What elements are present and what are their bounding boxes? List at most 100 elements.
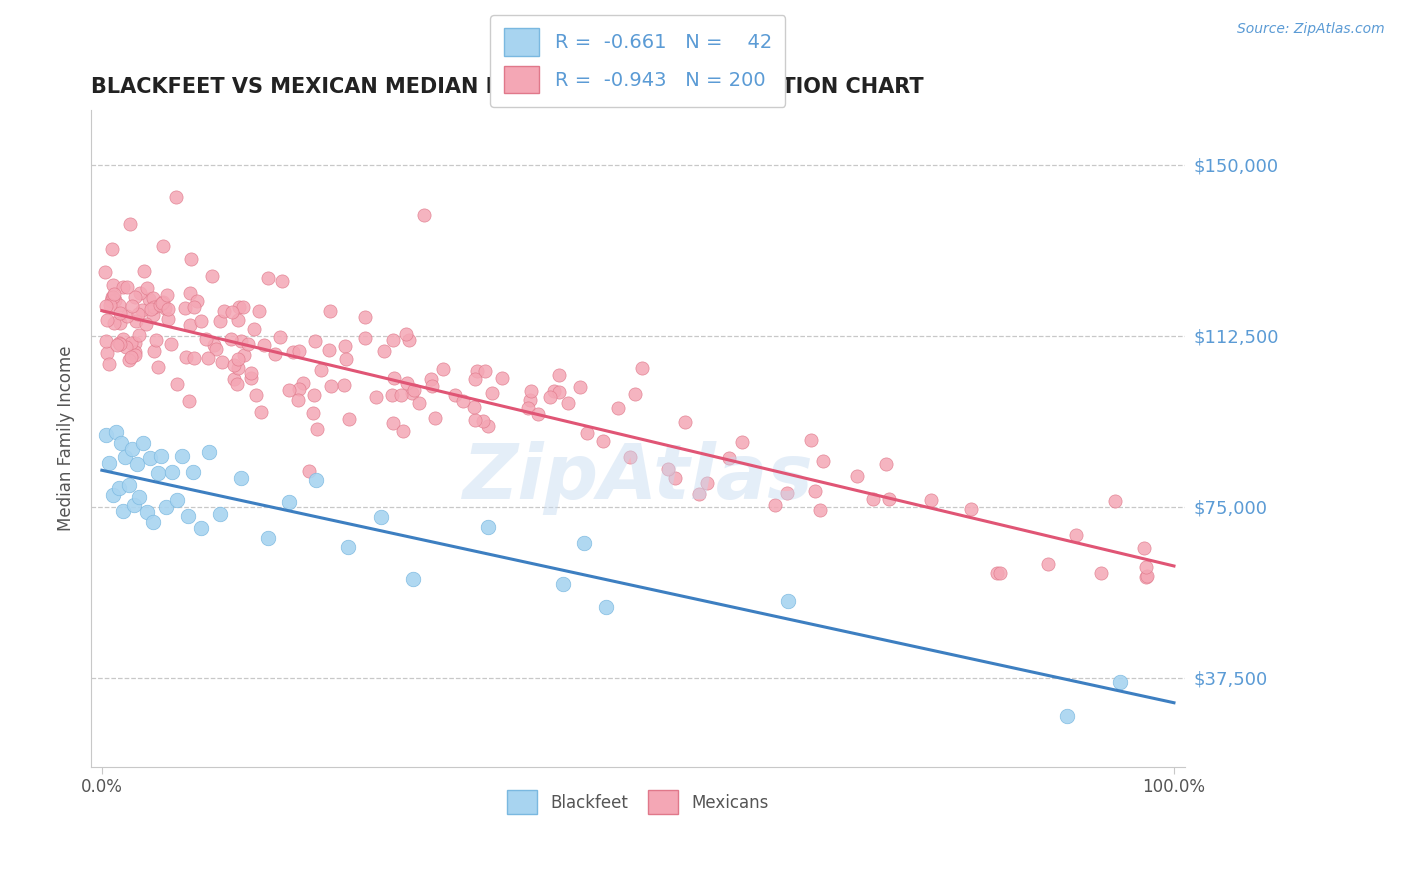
- Point: [239, 366, 262, 380]
- Point: [302, 388, 325, 402]
- Point: [309, 363, 332, 377]
- Point: [305, 473, 328, 487]
- Point: [373, 344, 395, 359]
- Point: [800, 433, 823, 447]
- Point: [121, 442, 143, 457]
- Point: [575, 426, 598, 441]
- Point: [149, 449, 172, 463]
- Point: [664, 471, 686, 485]
- Point: [186, 293, 208, 308]
- Point: [204, 343, 226, 357]
- Point: [718, 450, 741, 465]
- Point: [134, 264, 156, 278]
- Point: [1036, 557, 1059, 571]
- Point: [862, 492, 884, 507]
- Point: [94, 299, 117, 313]
- Point: [382, 371, 405, 385]
- Point: [875, 457, 897, 471]
- Point: [392, 424, 415, 438]
- Point: [103, 287, 125, 301]
- Point: [401, 386, 423, 401]
- Point: [212, 303, 235, 318]
- Point: [245, 387, 267, 401]
- Point: [467, 364, 489, 378]
- Point: [291, 376, 314, 390]
- Point: [148, 360, 170, 375]
- Point: [139, 450, 162, 465]
- Point: [124, 335, 146, 350]
- Point: [94, 265, 117, 279]
- Point: [117, 310, 139, 324]
- Point: [420, 379, 443, 393]
- Point: [233, 348, 256, 362]
- Point: [271, 274, 294, 288]
- Point: [114, 450, 136, 464]
- Point: [231, 471, 253, 485]
- Point: [176, 509, 198, 524]
- Text: Source: ZipAtlas.com: Source: ZipAtlas.com: [1237, 22, 1385, 37]
- Point: [129, 285, 152, 300]
- Point: [108, 306, 131, 320]
- Point: [543, 384, 565, 398]
- Point: [138, 293, 160, 307]
- Point: [118, 352, 141, 367]
- Point: [288, 383, 311, 397]
- Point: [157, 302, 180, 317]
- Point: [174, 350, 197, 364]
- Point: [101, 488, 124, 502]
- Point: [222, 372, 245, 386]
- Point: [624, 387, 647, 401]
- Point: [811, 454, 834, 468]
- Point: [153, 301, 176, 315]
- Point: [607, 401, 630, 416]
- Point: [319, 303, 342, 318]
- Point: [142, 516, 165, 530]
- Point: [763, 499, 786, 513]
- Point: [277, 383, 299, 397]
- Point: [105, 337, 128, 351]
- Point: [381, 388, 404, 402]
- Point: [124, 344, 146, 359]
- Point: [202, 338, 225, 352]
- Point: [339, 411, 361, 425]
- Point: [278, 495, 301, 509]
- Point: [395, 376, 418, 390]
- Point: [236, 337, 259, 351]
- Point: [491, 371, 513, 385]
- Point: [519, 393, 541, 408]
- Point: [120, 336, 142, 351]
- Point: [474, 364, 496, 378]
- Point: [232, 300, 254, 314]
- Point: [183, 300, 205, 314]
- Point: [103, 278, 125, 293]
- Point: [166, 376, 188, 391]
- Point: [1064, 527, 1087, 541]
- Point: [353, 310, 375, 325]
- Point: [128, 327, 150, 342]
- Point: [381, 416, 404, 430]
- Point: [269, 330, 291, 344]
- Point: [222, 358, 245, 372]
- Point: [219, 332, 242, 346]
- Y-axis label: Median Family Income: Median Family Income: [58, 345, 75, 531]
- Point: [177, 393, 200, 408]
- Point: [155, 500, 177, 514]
- Point: [464, 413, 486, 427]
- Point: [464, 371, 486, 385]
- Point: [804, 484, 827, 499]
- Point: [183, 351, 205, 365]
- Point: [443, 388, 465, 402]
- Point: [321, 379, 343, 393]
- Point: [472, 414, 495, 428]
- Point: [370, 510, 392, 524]
- Point: [190, 313, 212, 327]
- Point: [145, 333, 167, 347]
- Point: [673, 416, 696, 430]
- Point: [381, 333, 404, 347]
- Point: [120, 218, 142, 232]
- Point: [96, 312, 118, 326]
- Point: [103, 316, 125, 330]
- Point: [195, 333, 218, 347]
- Point: [96, 345, 118, 359]
- Point: [226, 376, 249, 391]
